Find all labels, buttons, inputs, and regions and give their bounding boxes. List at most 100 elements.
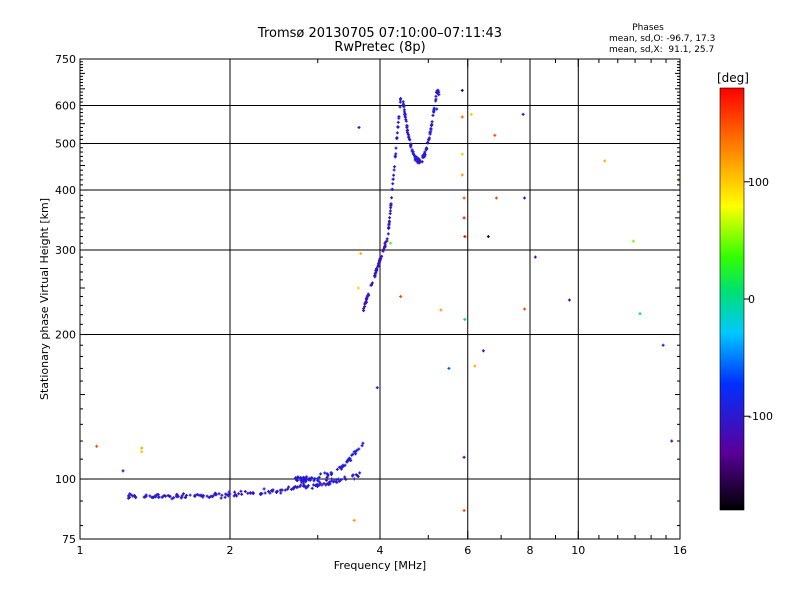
colorbar [719, 87, 745, 511]
x-tick-label: 4 [377, 544, 384, 557]
data-point [377, 260, 381, 264]
data-point [393, 155, 397, 159]
data-point [463, 235, 467, 239]
data-point [408, 137, 412, 141]
data-point [275, 490, 279, 494]
data-point [359, 252, 363, 256]
colorbar-unit: [deg] [717, 71, 749, 85]
data-point [306, 478, 310, 482]
data-point [294, 476, 298, 480]
data-point [631, 239, 635, 243]
data-point [403, 112, 407, 116]
data-point [328, 482, 332, 486]
y-tick-label: 200 [55, 329, 76, 342]
data-point [357, 125, 361, 129]
data-point [310, 486, 314, 490]
data-point [199, 494, 203, 498]
data-point [348, 457, 352, 461]
data-point [233, 490, 237, 494]
data-point [235, 494, 239, 498]
data-point [494, 196, 498, 200]
data-point [387, 222, 391, 226]
data-point [533, 255, 537, 259]
x-axis-label: Frequency [MHz] [334, 559, 426, 572]
data-point [157, 495, 161, 499]
data-point [469, 112, 473, 116]
data-points-layer [95, 88, 681, 522]
data-point [292, 487, 296, 491]
data-point [217, 492, 221, 496]
phases-stats-heading: Phases [632, 23, 664, 33]
data-point [319, 472, 323, 476]
data-point [427, 138, 431, 142]
data-point [302, 484, 306, 488]
data-point [375, 386, 379, 390]
data-point [373, 273, 377, 277]
data-point [341, 463, 345, 467]
data-point [385, 237, 389, 241]
data-point [387, 226, 391, 230]
data-point [279, 491, 283, 495]
data-point [603, 159, 607, 163]
data-point [220, 493, 224, 497]
data-point [262, 487, 266, 491]
x-tick-label: 6 [464, 544, 471, 557]
data-point [392, 165, 396, 169]
data-point [322, 481, 326, 485]
data-point [338, 479, 342, 483]
data-point [227, 492, 231, 496]
data-point [305, 475, 309, 479]
data-point [638, 312, 642, 316]
data-point [406, 132, 410, 136]
colorbar-axis: 100 0 -100 [744, 176, 773, 423]
phases-stats-x: mean, sd,X: 91.1, 25.7 [609, 45, 715, 55]
data-point [295, 479, 299, 483]
data-point [391, 182, 395, 186]
data-point [521, 112, 525, 116]
data-point [268, 491, 272, 495]
x-tick-label: 16 [673, 544, 687, 557]
y-tick-label: 500 [55, 138, 76, 151]
grid-layer [80, 59, 680, 539]
data-point [170, 497, 174, 501]
data-point [460, 115, 464, 119]
colorbar-tick-label: 100 [748, 176, 769, 189]
data-point [567, 298, 571, 302]
data-point [390, 187, 394, 191]
data-point [394, 152, 398, 156]
data-point [370, 281, 374, 285]
data-point [286, 487, 290, 491]
data-point [318, 481, 322, 485]
x-tick-label: 8 [527, 544, 534, 557]
data-point [360, 444, 364, 448]
data-point [168, 494, 172, 498]
data-point [462, 216, 466, 220]
data-point [415, 155, 419, 159]
data-point [384, 240, 388, 244]
data-point [316, 476, 320, 480]
data-point [343, 475, 347, 479]
data-point [131, 494, 135, 498]
data-point [431, 113, 435, 117]
data-point [332, 479, 336, 483]
data-point [460, 152, 464, 156]
data-point [335, 478, 339, 482]
data-point [184, 493, 188, 497]
data-point [523, 196, 527, 200]
data-point [427, 136, 431, 140]
data-point [424, 147, 428, 151]
data-point [298, 485, 302, 489]
data-point [356, 475, 360, 479]
data-point [435, 107, 439, 111]
data-point [396, 120, 400, 124]
data-point [399, 97, 403, 101]
x-tick-label: 2 [227, 544, 234, 557]
data-point [294, 485, 298, 489]
data-point [299, 478, 303, 482]
data-point [462, 196, 466, 200]
data-point [405, 128, 409, 132]
y-tick-label: 75 [62, 533, 76, 546]
data-point [128, 492, 132, 496]
data-point [251, 491, 255, 495]
data-point [207, 496, 211, 500]
